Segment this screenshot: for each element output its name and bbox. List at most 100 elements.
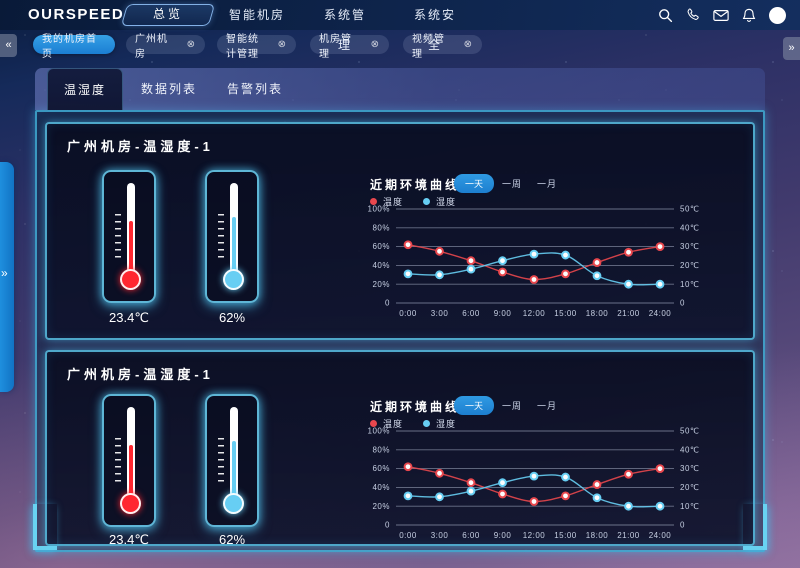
range-month-button[interactable]: 一月: [537, 179, 558, 189]
legend-dot-humidity[interactable]: [423, 197, 431, 205]
svg-text:100%: 100%: [368, 427, 390, 436]
legend-label-humidity[interactable]: 湿度: [436, 196, 457, 207]
nav-item-smart-room[interactable]: 智能机房: [228, 8, 285, 22]
search-icon[interactable]: [658, 8, 673, 23]
nav-item-overview[interactable]: 总览: [152, 7, 183, 21]
bell-icon[interactable]: [742, 8, 756, 23]
svg-text:24:00: 24:00: [649, 309, 672, 318]
svg-text:80%: 80%: [372, 223, 390, 232]
window-tabbar: « » 我的机房首页 广州机房 ⊗ 智能统计管理 ⊗ 机房管理 ⊗ 视频管理 ⊗: [0, 30, 800, 60]
tab-room-mgmt[interactable]: 机房管理 ⊗: [310, 34, 389, 60]
humidity-thermometer: [205, 170, 259, 303]
tab-close-icon[interactable]: ⊗: [277, 39, 287, 50]
range-day-button[interactable]: 一天: [454, 396, 495, 415]
tab-guangzhou-room[interactable]: 广州机房 ⊗: [126, 34, 205, 60]
svg-text:20℃: 20℃: [680, 483, 699, 492]
svg-text:0: 0: [680, 299, 685, 308]
range-month-button[interactable]: 一月: [537, 401, 558, 411]
thermometer-ticks: [218, 438, 224, 486]
svg-text:0: 0: [680, 521, 685, 530]
svg-text:40℃: 40℃: [680, 223, 699, 232]
svg-text:50℃: 50℃: [680, 205, 699, 214]
temperature-value: 23.4℃: [109, 310, 149, 325]
svg-text:15:00: 15:00: [554, 531, 577, 540]
tab-video-mgmt[interactable]: 视频管理 ⊗: [403, 34, 482, 60]
chevron-right-icon: »: [1, 266, 8, 280]
sensor-panel: 广州机房-温湿度-1 23.4℃ 62% 近期环境曲线 一天 一周 一月: [45, 350, 755, 548]
legend-label-temperature[interactable]: 温度: [383, 196, 404, 207]
tab-smart-stats-mgmt[interactable]: 智能统计管理 ⊗: [217, 34, 296, 60]
legend-label-temperature[interactable]: 温度: [383, 418, 404, 429]
svg-text:24:00: 24:00: [649, 531, 672, 540]
thermometer-ticks: [115, 438, 121, 486]
chart-title: 近期环境曲线: [370, 178, 461, 192]
svg-text:21:00: 21:00: [617, 531, 640, 540]
tab-close-icon[interactable]: ⊗: [370, 39, 380, 50]
line-chart-svg: 100% 50℃ 80% 40℃ 60% 30℃ 40% 20℃ 20% 10℃ 0 0 0:00 3:0…: [368, 205, 699, 318]
svg-text:40℃: 40℃: [680, 445, 699, 454]
svg-text:21:00: 21:00: [617, 309, 640, 318]
svg-text:6:00: 6:00: [462, 531, 480, 540]
humidity-value: 62%: [218, 532, 246, 547]
svg-text:0: 0: [385, 299, 390, 308]
svg-text:30℃: 30℃: [680, 464, 699, 473]
sidebar-expand-handle[interactable]: »: [0, 162, 14, 392]
svg-text:18:00: 18:00: [586, 309, 609, 318]
svg-text:3:00: 3:00: [431, 309, 449, 318]
svg-text:10℃: 10℃: [680, 280, 699, 289]
range-week-button[interactable]: 一周: [502, 179, 523, 189]
thermometer-tube: [230, 407, 238, 499]
svg-text:50℃: 50℃: [680, 427, 699, 436]
mail-icon[interactable]: [713, 9, 729, 22]
svg-text:60%: 60%: [372, 242, 390, 251]
chart-title: 近期环境曲线: [370, 400, 461, 414]
tab-label: 视频管理: [412, 33, 445, 60]
tab-alarm-list[interactable]: 告警列表: [226, 82, 283, 96]
nav-item-system-security[interactable]: 系统安全: [413, 8, 456, 52]
thermometer-tube: [230, 183, 238, 275]
tab-label: 机房管理: [319, 33, 352, 60]
tab-data-list[interactable]: 数据列表: [140, 82, 197, 96]
svg-text:20%: 20%: [372, 502, 390, 511]
svg-text:0: 0: [385, 521, 390, 530]
thermometer-bulb: [223, 269, 244, 290]
tab-scroll-right-icon[interactable]: »: [783, 37, 800, 60]
thermometer-tube: [127, 407, 135, 499]
nav-item-system-mgmt[interactable]: 系统管理: [323, 8, 366, 52]
tab-scroll-left-icon[interactable]: «: [0, 34, 17, 57]
svg-text:9:00: 9:00: [494, 531, 512, 540]
legend-label-humidity[interactable]: 湿度: [436, 418, 457, 429]
svg-text:10℃: 10℃: [680, 502, 699, 511]
svg-text:40%: 40%: [372, 261, 390, 270]
top-navbar: OURSPEED 总览 智能机房 系统管理 系统安全: [0, 0, 800, 52]
tab-label: 智能统计管理: [226, 33, 259, 60]
svg-text:80%: 80%: [372, 445, 390, 454]
svg-text:15:00: 15:00: [554, 309, 577, 318]
tab-temp-humidity[interactable]: 温湿度: [47, 68, 123, 110]
svg-text:6:00: 6:00: [462, 309, 480, 318]
env-curve-chart: 近期环境曲线 一天 一周 一月 温度 湿度 100% 50℃ 80% 40℃ 60% 30…: [362, 396, 737, 548]
content-tabstrip: 温湿度 数据列表 告警列表: [35, 68, 765, 110]
tab-my-room-home[interactable]: 我的机房首页: [33, 34, 115, 60]
range-week-button[interactable]: 一周: [502, 401, 523, 411]
env-curve-chart: 近期环境曲线 一天 一周 一月 温度 湿度 100% 50℃ 80% 40℃ 60% 30…: [362, 174, 737, 326]
thermometer-ticks: [115, 214, 121, 262]
legend-dot-temperature[interactable]: [370, 197, 377, 205]
svg-text:40%: 40%: [372, 483, 390, 492]
humidity-value: 62%: [218, 310, 246, 325]
user-avatar[interactable]: [769, 6, 786, 24]
svg-text:12:00: 12:00: [523, 531, 546, 540]
legend-dot-humidity[interactable]: [423, 419, 431, 427]
panel-title: 广州机房-温湿度-1: [67, 139, 214, 154]
temperature-thermometer: [102, 170, 156, 303]
svg-text:30℃: 30℃: [680, 242, 699, 251]
svg-text:18:00: 18:00: [586, 531, 609, 540]
tab-close-icon[interactable]: ⊗: [186, 39, 196, 50]
legend-dot-temperature[interactable]: [370, 419, 377, 427]
svg-text:3:00: 3:00: [431, 531, 449, 540]
range-day-button[interactable]: 一天: [454, 174, 495, 193]
chart-header: 近期环境曲线 一天 一周 一月: [362, 396, 737, 415]
tab-close-icon[interactable]: ⊗: [463, 39, 473, 50]
phone-icon[interactable]: [686, 8, 700, 22]
